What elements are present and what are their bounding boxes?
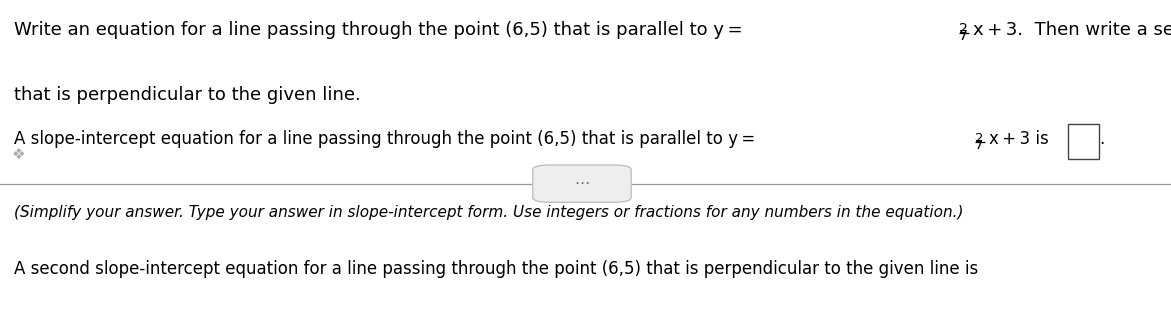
Text: x + 3.  Then write a second equation for a line p: x + 3. Then write a second equation for …: [973, 21, 1171, 39]
Text: ⋯: ⋯: [574, 176, 590, 191]
Text: 7: 7: [959, 30, 968, 44]
Text: A second slope-intercept equation for a line passing through the point (6,5) tha: A second slope-intercept equation for a …: [14, 260, 978, 278]
Text: .: .: [1098, 130, 1104, 148]
Text: Write an equation for a line passing through the point (6,5) that is parallel to: Write an equation for a line passing thr…: [14, 21, 746, 39]
Text: 2: 2: [959, 22, 968, 36]
Text: A slope-intercept equation for a line passing through the point (6,5) that is pa: A slope-intercept equation for a line pa…: [14, 130, 759, 148]
FancyBboxPatch shape: [1068, 124, 1098, 159]
Text: 7: 7: [975, 139, 984, 152]
FancyBboxPatch shape: [533, 165, 631, 202]
Text: 2: 2: [975, 132, 984, 145]
Text: ❖: ❖: [12, 147, 26, 162]
Text: x + 3 is: x + 3 is: [989, 130, 1049, 148]
Text: (Simplify your answer. Type your answer in slope-intercept form. Use integers or: (Simplify your answer. Type your answer …: [14, 205, 964, 220]
Text: that is perpendicular to the given line.: that is perpendicular to the given line.: [14, 86, 361, 104]
